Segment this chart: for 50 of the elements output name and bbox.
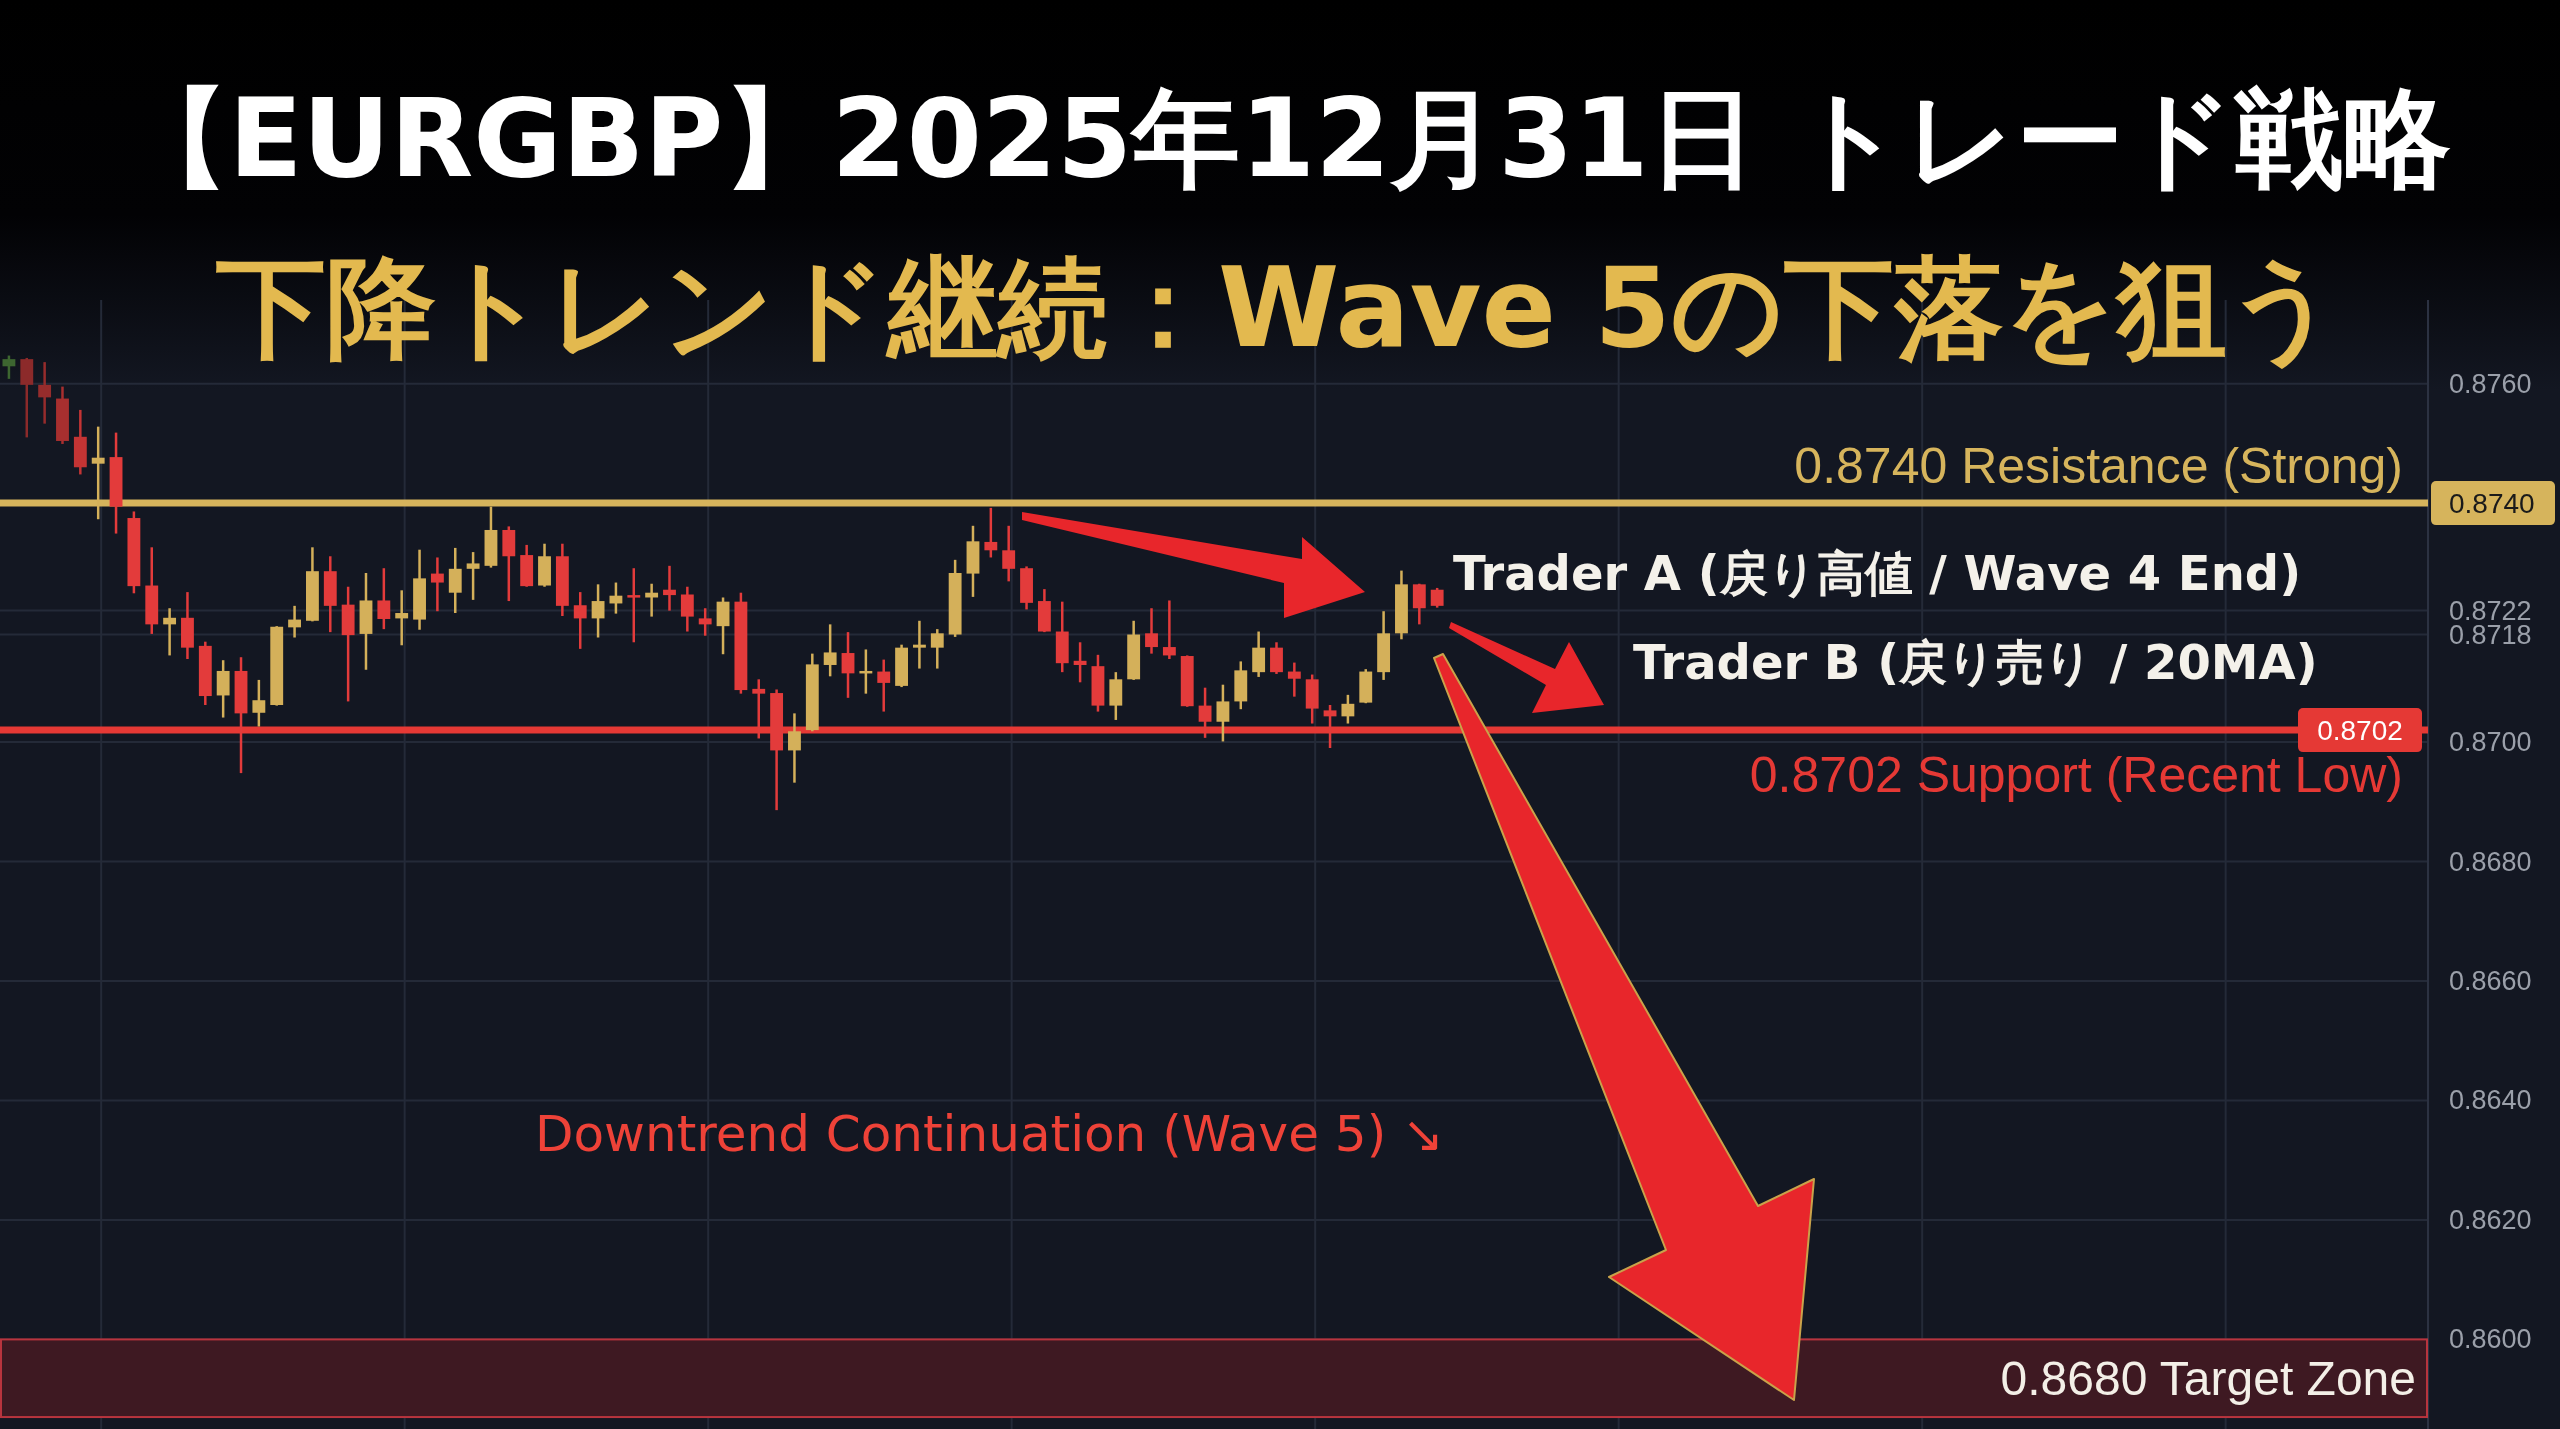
candlestick bbox=[823, 623, 837, 678]
candlestick bbox=[1145, 606, 1158, 655]
candlestick bbox=[930, 627, 944, 670]
candlestick bbox=[591, 583, 605, 639]
ref-line-label: 0.8740 Resistance (Strong) bbox=[1794, 438, 2403, 495]
candlestick bbox=[1162, 599, 1176, 661]
candlestick bbox=[252, 678, 266, 728]
candlestick bbox=[627, 566, 641, 644]
candlestick bbox=[1430, 586, 1444, 609]
candlestick bbox=[38, 360, 52, 425]
band-label: 0.8680 Target Zone bbox=[2000, 1352, 2416, 1406]
candlestick bbox=[841, 630, 855, 700]
annotation: Trader B (戻り売り / 20MA) bbox=[1633, 634, 2318, 690]
candlestick bbox=[395, 589, 409, 647]
candlestick bbox=[1002, 524, 1016, 583]
y-tick-label: 0.8620 bbox=[2449, 1204, 2532, 1235]
y-tick-label: 0.8660 bbox=[2449, 965, 2532, 996]
y-tick-label: 0.8760 bbox=[2449, 368, 2532, 399]
candlestick bbox=[2, 354, 16, 381]
candlestick bbox=[1341, 693, 1355, 725]
candlestick bbox=[430, 556, 444, 613]
candlestick bbox=[913, 619, 926, 670]
candlestick bbox=[788, 712, 801, 784]
annotation: Trader A (戻り高値 / Wave 4 End) bbox=[1453, 545, 2302, 601]
candlestick bbox=[609, 581, 623, 615]
annotation: Downtrend Continuation (Wave 5) ↘ bbox=[535, 1105, 1444, 1163]
candlestick bbox=[877, 658, 891, 713]
candlestick bbox=[1412, 582, 1426, 626]
candlestick bbox=[680, 585, 694, 633]
candlestick bbox=[1216, 683, 1230, 743]
candlestick bbox=[163, 606, 177, 657]
candlestick bbox=[1073, 641, 1087, 684]
candlestick bbox=[698, 606, 712, 637]
chart-title: 【EURGBP】2025年12月31日 トレード戦略 bbox=[120, 76, 2452, 201]
candlestick bbox=[466, 550, 480, 602]
candlestick bbox=[448, 546, 462, 615]
candlestick bbox=[377, 566, 391, 631]
chart-subtitle: 下降トレンド継続：Wave 5の下落を狙う bbox=[216, 244, 2340, 372]
candlestick bbox=[288, 604, 301, 639]
annotation: 0.8702 bbox=[2317, 714, 2403, 746]
y-tick-label: 0.8700 bbox=[2449, 727, 2532, 758]
ref-line-label: 0.8702 Support (Recent Low) bbox=[1749, 747, 2403, 804]
candlestick bbox=[1287, 661, 1301, 698]
candlestick bbox=[984, 506, 998, 559]
y-tick-label: 0.8680 bbox=[2449, 846, 2532, 877]
candlestick bbox=[573, 590, 587, 651]
candlestick bbox=[663, 564, 676, 612]
y-tick-label: 0.8600 bbox=[2449, 1324, 2532, 1355]
y-tick-label: 0.8740 bbox=[2449, 487, 2535, 519]
y-tick-label: 0.8640 bbox=[2449, 1085, 2532, 1116]
